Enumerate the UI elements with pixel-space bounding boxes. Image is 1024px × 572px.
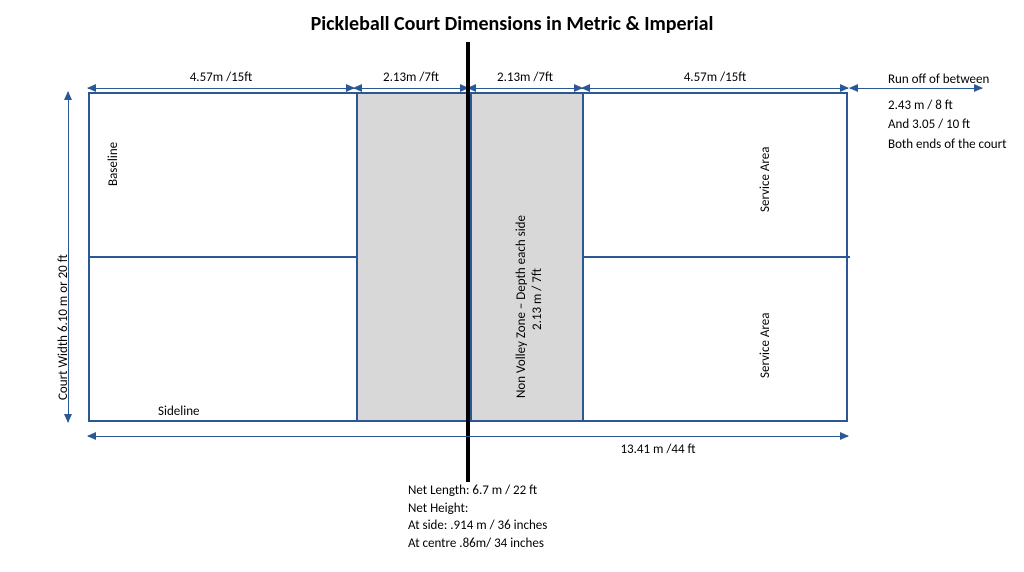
baseline-label: Baseline	[106, 142, 121, 186]
net-height-label: Net Height:	[408, 500, 547, 518]
dim-top-nvz-right	[468, 88, 582, 89]
center-line-left	[90, 256, 356, 258]
center-line-right	[584, 256, 850, 258]
dim-top-nvz-left-label: 2.13m /7ft	[354, 70, 468, 85]
sideline-label: Sideline	[158, 404, 200, 419]
page-title: Pickleball Court Dimensions in Metric & …	[0, 0, 1024, 36]
net-side-label: At side: .914 m / 36 inches	[408, 517, 547, 535]
net-info: Net Length: 6.7 m / 22 ft Net Height: At…	[408, 482, 547, 552]
service-area-bottom-label: Service Area	[758, 313, 773, 378]
runoff-line3: And 3.05 / 10 ft	[888, 115, 1007, 135]
nvz-label: Non Volley Zone – Depth each side	[514, 215, 529, 398]
net-centre-label: At centre .86m/ 34 inches	[408, 535, 547, 553]
dim-top-left	[88, 88, 354, 89]
non-volley-zone-left	[356, 94, 470, 420]
dim-top-left-label: 4.57m /15ft	[88, 70, 354, 85]
dim-top-right-label: 4.57m /15ft	[582, 70, 848, 85]
dim-top-nvz-right-label: 2.13m /7ft	[468, 70, 582, 85]
runoff-line1: Run off of between	[888, 70, 1007, 90]
dim-width-label: Court Width 6.10 m or 20 ft	[56, 254, 71, 400]
service-area-top-label: Service Area	[758, 147, 773, 212]
net-line	[466, 42, 470, 482]
nvz-value-label: 2.13 m / 7ft	[530, 268, 545, 330]
net-length-label: Net Length: 6.7 m / 22 ft	[408, 482, 547, 500]
dim-top-nvz-left	[354, 88, 468, 89]
runoff-info: Run off of between 2.43 m / 8 ft And 3.0…	[888, 70, 1007, 154]
dim-length-label: 13.41 m /44 ft	[468, 442, 848, 457]
court-diagram: 4.57m /15ft 2.13m /7ft 2.13m /7ft 4.57m …	[88, 78, 848, 438]
runoff-line2: 2.43 m / 8 ft	[888, 96, 1007, 116]
dim-top-right	[582, 88, 848, 89]
dim-length	[88, 436, 848, 437]
runoff-line4: Both ends of the court	[888, 135, 1007, 155]
